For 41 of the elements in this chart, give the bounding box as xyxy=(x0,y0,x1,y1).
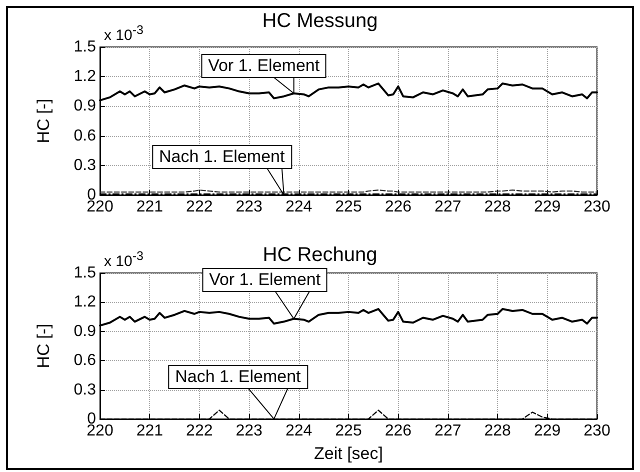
annotation: Vor 1. Element xyxy=(202,268,328,292)
y-tick-label: 1.5 xyxy=(74,38,96,56)
y-tick-label: 0.6 xyxy=(74,127,96,144)
x-tick-label: 223 xyxy=(236,422,263,440)
x-tick-label: 222 xyxy=(186,198,213,216)
y-tick-label: 0.6 xyxy=(74,352,96,370)
x-tick-label: 228 xyxy=(484,198,512,216)
annotation: Vor 1. Element xyxy=(201,54,327,78)
x-tick-label: 225 xyxy=(335,422,362,440)
x-tick-label: 230 xyxy=(584,198,610,216)
y-tick-label: 1.5 xyxy=(74,264,96,282)
x-tick-label: 230 xyxy=(584,422,610,440)
chart-title: HC Rechung xyxy=(262,244,378,266)
y-axis-title: HC [-] xyxy=(34,324,53,368)
y-tick-label: 0.9 xyxy=(74,98,96,115)
x-tick-label: 221 xyxy=(136,198,164,216)
x-axis-title: Zeit [sec] xyxy=(314,444,383,463)
y-tick-label: 0.3 xyxy=(74,381,96,398)
x-tick-label: 228 xyxy=(484,422,512,440)
annotation: Nach 1. Element xyxy=(168,365,308,389)
x-tick-label: 226 xyxy=(384,198,412,216)
x-tick-label: 229 xyxy=(534,422,561,440)
y-axis-title: HC [-] xyxy=(34,98,53,144)
x-tick-label: 224 xyxy=(285,422,312,440)
y-tick-label: 0.3 xyxy=(74,156,96,174)
x-tick-label: 222 xyxy=(186,422,213,440)
y-tick-label: 1.2 xyxy=(74,68,96,86)
x-tick-label: 225 xyxy=(335,198,362,216)
x-tick-label: 227 xyxy=(434,422,462,440)
text: x 10$^{-3}$ xyxy=(104,249,144,270)
annotation: Nach 1. Element xyxy=(152,145,292,169)
x-tick-label: 223 xyxy=(236,198,263,216)
x-tick-label: 224 xyxy=(285,198,312,216)
x-tick-label: 229 xyxy=(534,198,561,216)
y-tick-label: 1.2 xyxy=(74,294,96,311)
x-tick-label: 226 xyxy=(384,422,412,440)
chart-title: HC Messung xyxy=(262,10,378,32)
x-tick-label: 221 xyxy=(136,422,164,440)
text: x 10$^{-3}$ xyxy=(104,23,144,44)
y-tick-label: 0.9 xyxy=(74,322,96,340)
x-tick-label: 227 xyxy=(434,198,462,216)
